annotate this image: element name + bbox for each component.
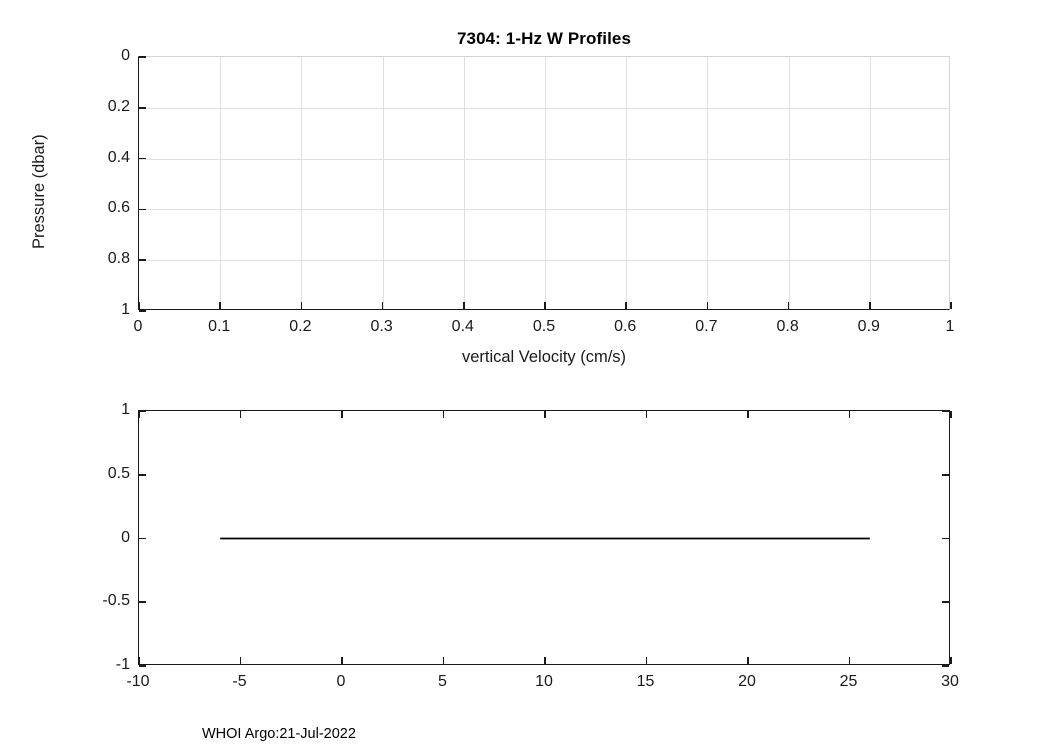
x-axis-tick-label: 0.3 (370, 318, 393, 335)
x-axis-tick-label: 0 (133, 318, 143, 335)
y-axis-tick-label: 0.5 (107, 464, 130, 482)
x-axis-tick-label: 0.5 (532, 318, 556, 335)
y-axis-tick-label: 0.6 (107, 199, 130, 217)
y-axis-tick (139, 56, 146, 58)
y-axis-tick-label: 1 (121, 401, 130, 418)
x-axis-tick (950, 411, 952, 418)
y-axis-tick (139, 107, 146, 109)
gridline-vertical (382, 57, 384, 309)
x-axis-tick (848, 411, 851, 418)
gridline-horizontal (139, 158, 949, 160)
y-axis-tick-label: 0.2 (107, 97, 130, 115)
y-axis-tick-label: 0 (121, 528, 130, 546)
x-axis-tick (544, 302, 546, 309)
x-axis-tick-label: 1 (945, 318, 955, 335)
x-axis-tick-label: 0.6 (614, 318, 637, 335)
gridline-horizontal (139, 260, 949, 262)
gridline-vertical (626, 57, 628, 309)
x-axis-tick (381, 302, 384, 309)
y-axis-tick (139, 601, 146, 604)
chart-panel-pressure-profile (138, 56, 952, 312)
gridline-horizontal (139, 209, 949, 211)
y-axis-tick (139, 310, 146, 312)
x-axis-tick (544, 657, 546, 664)
chart-panel-w-timeseries (138, 410, 952, 667)
gridline-vertical (869, 57, 871, 309)
gridline-vertical (788, 57, 790, 309)
gridline-vertical (545, 57, 546, 309)
x-axis-tick (645, 411, 648, 418)
y-axis-tick (942, 665, 949, 667)
x-axis-tick-label: -10 (126, 673, 150, 690)
y-axis-tick-label: 0.8 (107, 250, 130, 268)
x-axis-tick-label: 0.7 (695, 318, 718, 335)
x-axis-tick (341, 657, 343, 664)
y-axis-tick-label: -1 (115, 656, 130, 673)
x-axis-tick (239, 411, 242, 418)
x-axis-tick-label: -5 (232, 673, 247, 690)
x-axis-tick (747, 411, 749, 418)
y-axis-tick-label: 0.4 (107, 148, 130, 166)
y-axis-tick (942, 473, 949, 476)
figure-footer: WHOI Argo:21-Jul-2022 (202, 726, 356, 742)
x-axis-tick-label: 30 (941, 673, 959, 690)
y-axis-tick (139, 473, 146, 476)
pressure-profile-data-line (139, 57, 949, 309)
gridline-vertical (463, 57, 465, 309)
x-axis-tick (138, 411, 140, 418)
gridline-horizontal (139, 107, 949, 109)
y-axis-tick (139, 410, 146, 412)
x-axis-tick (219, 302, 221, 309)
x-axis-tick-label: 0.8 (776, 318, 799, 335)
page-title: 7304: 1-Hz W Profiles (456, 29, 632, 48)
y-axis-tick-label: 1 (121, 301, 130, 318)
x-axis-tick (848, 657, 851, 664)
x-axis-tick-label: 5 (438, 673, 447, 690)
x-axis-tick-label: 25 (839, 673, 858, 690)
x-axis-tick-label: 0 (336, 673, 346, 690)
gridline-vertical (707, 57, 709, 309)
x-axis-tick (869, 302, 871, 309)
y-axis-tick (942, 601, 949, 604)
x-axis-tick (950, 657, 952, 664)
x-axis-tick-label: 15 (636, 673, 655, 690)
y-axis-tick (139, 157, 146, 160)
x-axis-tick (950, 302, 952, 309)
x-axis-tick (625, 302, 627, 309)
axis-label-vertical-velocity: vertical Velocity (cm/s) (461, 348, 627, 366)
y-axis-tick-label: -0.5 (102, 592, 130, 610)
x-axis-tick-label: 0.9 (857, 318, 880, 335)
gridline-vertical (220, 57, 222, 309)
x-axis-tick (138, 302, 140, 309)
y-axis-tick (139, 208, 146, 211)
y-axis-tick (139, 259, 146, 261)
x-axis-tick (300, 302, 303, 309)
x-axis-tick (787, 302, 790, 309)
y-axis-tick (139, 665, 146, 667)
x-axis-tick (138, 657, 140, 664)
x-axis-tick-label: 0.2 (289, 318, 312, 335)
x-axis-tick (747, 657, 749, 664)
x-axis-tick (463, 302, 465, 309)
x-axis-tick (341, 411, 343, 418)
x-axis-tick-label: 20 (738, 673, 756, 690)
y-axis-tick (942, 410, 949, 412)
y-axis-tick-label: 0 (121, 47, 130, 64)
gridline-vertical (301, 57, 303, 309)
x-axis-tick (645, 657, 648, 664)
x-axis-tick (239, 657, 242, 664)
y-axis-tick (942, 537, 949, 540)
w-timeseries-data-line (220, 537, 870, 540)
y-axis-tick (139, 537, 146, 540)
x-axis-tick-label: 0.1 (208, 318, 231, 335)
x-axis-tick (442, 657, 445, 664)
x-axis-tick (544, 411, 546, 418)
x-axis-tick-label: 0.4 (451, 318, 474, 335)
x-axis-tick-label: 10 (535, 673, 553, 690)
axis-label-pressure: Pressure (dbar) (30, 134, 48, 249)
x-axis-tick (706, 302, 709, 309)
x-axis-tick (442, 411, 445, 418)
